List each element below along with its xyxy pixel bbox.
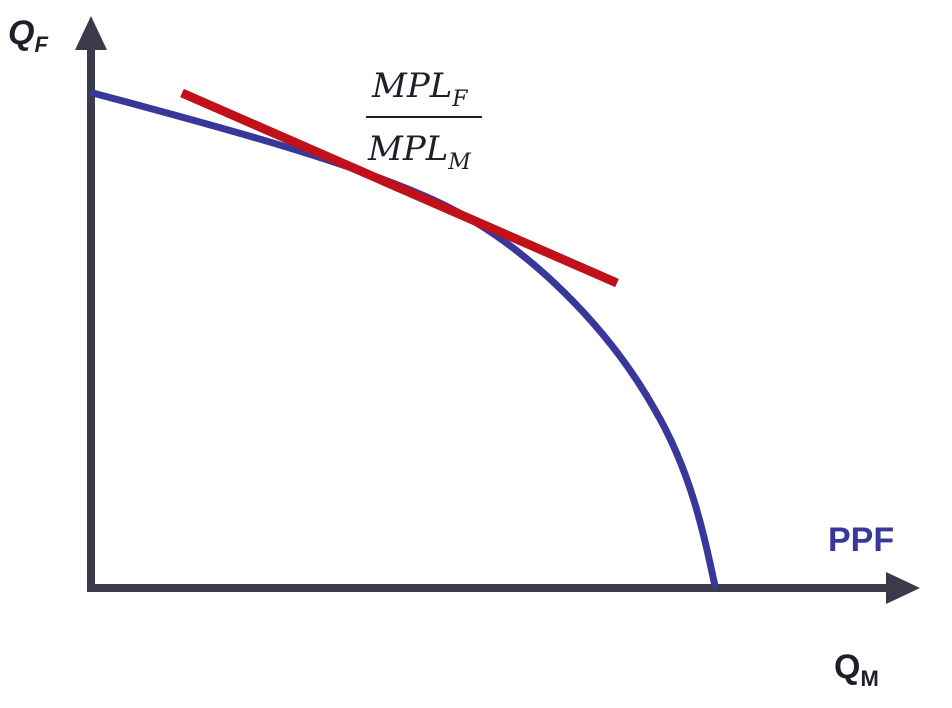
y-axis-arrowhead — [75, 16, 107, 50]
numerator-sub: F — [451, 87, 468, 112]
y-axis-label-main: Q — [8, 14, 34, 52]
x-axis-label-main: Q — [834, 648, 860, 686]
ppf-curve — [89, 89, 719, 590]
formula-numerator: MPLF — [371, 66, 468, 112]
slope-formula: MPLF MPLM — [366, 66, 482, 175]
x-axis-label-sub: M — [860, 666, 878, 691]
ppf-label: PPF — [828, 521, 894, 559]
x-axis-label: QM — [834, 648, 879, 691]
denominator-sub: M — [447, 150, 471, 175]
x-axis-arrowhead — [886, 572, 920, 604]
denominator-main: MPL — [367, 129, 448, 169]
y-axis-label: QF — [8, 14, 48, 57]
y-axis-label-sub: F — [34, 32, 48, 57]
formula-denominator: MPLM — [367, 129, 471, 175]
numerator-main: MPL — [371, 66, 452, 106]
tangent-line — [180, 88, 619, 288]
